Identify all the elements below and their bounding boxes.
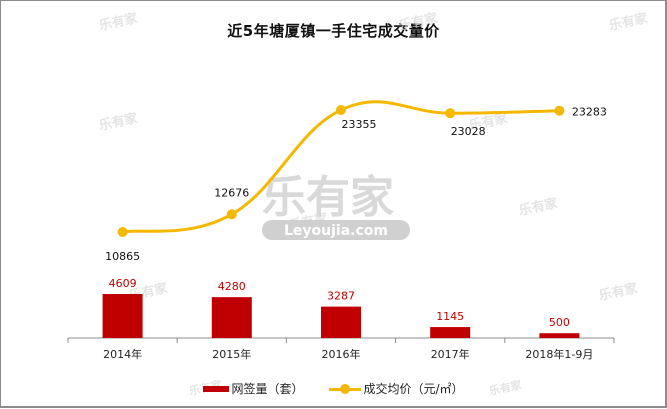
- line-value-label: 12676: [214, 186, 249, 199]
- line-value-label: 23283: [572, 106, 607, 119]
- line-point-marker: [445, 108, 456, 119]
- x-tick-label: 2014年: [103, 347, 142, 361]
- legend-line-label: 成交均价（元/㎡）: [363, 382, 464, 396]
- watermark-site-pill: [262, 220, 410, 240]
- legend-item-line: 成交均价（元/㎡）: [329, 380, 464, 397]
- watermark-logo: 乐有家: [518, 195, 560, 219]
- watermark-logo: 乐有家: [488, 377, 524, 398]
- line-value-label: 23028: [451, 125, 486, 138]
- line-point-marker: [336, 105, 346, 115]
- x-tick-label: 2015年: [212, 347, 251, 361]
- line-point-marker: [117, 227, 128, 237]
- x-tick-label: 2017年: [431, 347, 470, 361]
- chart-legend: 网签量（套） 成交均价（元/㎡）: [0, 380, 667, 397]
- legend-bar-label: 网签量（套）: [231, 382, 304, 396]
- watermark-logo: 乐有家: [598, 280, 640, 304]
- bar-value-label: 4609: [109, 277, 137, 290]
- bar-value-label: 3287: [327, 290, 355, 303]
- watermark-site: Leyoujia.com: [284, 223, 388, 239]
- bar: [321, 306, 361, 338]
- line-point-marker: [554, 105, 565, 116]
- x-tick-label: 2016年: [322, 347, 361, 361]
- line-value-label: 10865: [105, 250, 140, 263]
- bar: [211, 297, 252, 338]
- line-point-marker: [226, 209, 237, 220]
- chart-title: 近5年塘厦镇一手住宅成交量价: [227, 22, 440, 40]
- line-marker-swatch-icon: [329, 383, 362, 394]
- watermark-center-brand: 乐有家: [262, 172, 394, 223]
- bar-swatch-icon: [203, 385, 230, 392]
- watermark-logo: 乐有家: [98, 10, 140, 34]
- bar-value-label: 4280: [218, 280, 246, 293]
- line-value-label: 23355: [342, 118, 377, 131]
- bar: [430, 327, 471, 338]
- legend-item-bar: 网签量（套）: [203, 380, 303, 397]
- watermark-logo: 乐有家: [608, 10, 650, 34]
- bar: [102, 294, 143, 338]
- bar-value-label: 500: [549, 316, 570, 329]
- x-tick-label: 2018年1-9月: [525, 347, 593, 361]
- watermark-logo: 乐有家: [98, 110, 140, 134]
- bar-value-label: 1145: [436, 310, 464, 323]
- bar: [539, 333, 580, 338]
- watermark-logo: 乐有家: [398, 10, 440, 34]
